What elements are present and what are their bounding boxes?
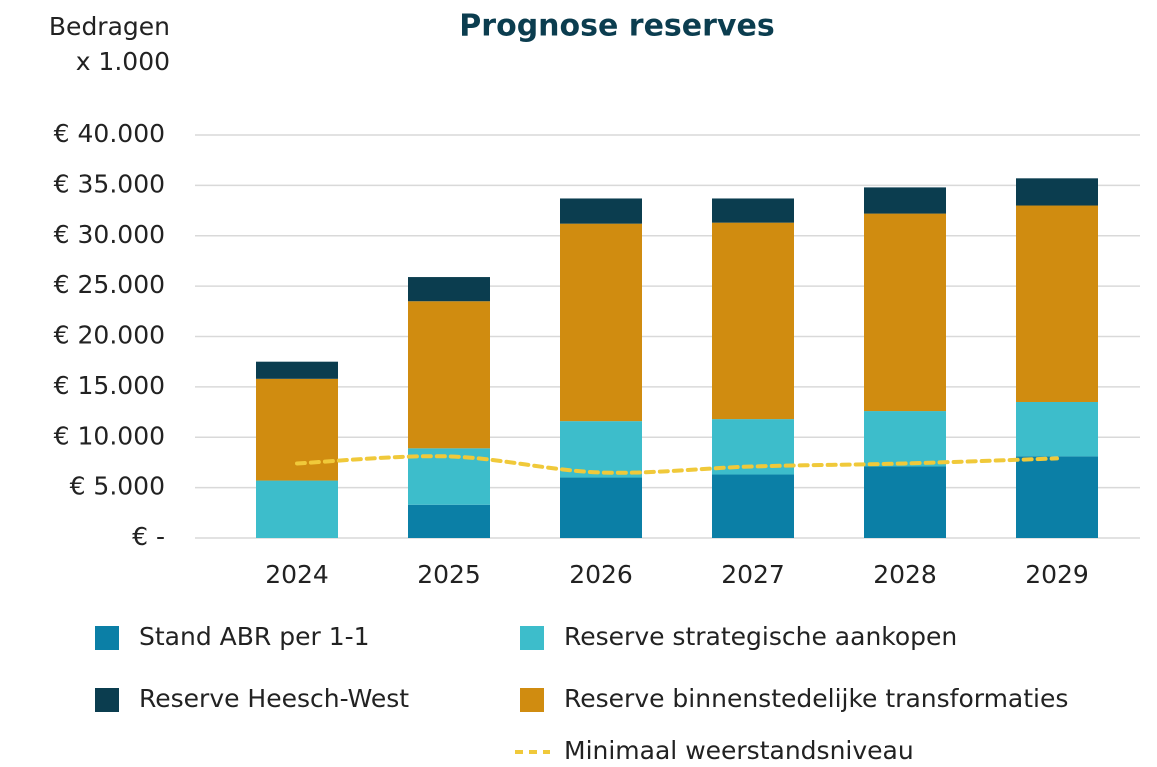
bar-segment [560,477,642,538]
bar-segment [712,474,794,538]
line-series [295,454,1059,475]
bar-segment [864,466,946,538]
y-tick-label: € 5.000 [70,472,165,501]
x-tick-label: 2027 [721,560,785,589]
legend-label: Reserve strategische aankopen [564,622,957,651]
y-tick-label: € 20.000 [54,321,165,350]
y-tick-label: € 10.000 [54,421,165,450]
bar-segment [864,411,946,467]
bar-segment [864,213,946,412]
legend-label: Stand ABR per 1-1 [139,622,370,651]
bar-segment [1016,178,1098,206]
bar-segment [560,198,642,224]
y-axis-label: x 1.000 [76,47,170,76]
legend-label: Reserve binnenstedelijke transformaties [564,684,1068,713]
bar-segment [1016,401,1098,457]
x-tick-label: 2028 [873,560,937,589]
x-tick-label: 2024 [265,560,329,589]
bar-segment [1016,205,1098,402]
legend-swatch [520,688,544,712]
bar-segment [408,301,490,449]
bar-segment [560,421,642,478]
bar-segment [1016,456,1098,538]
bar-segment [864,187,946,214]
x-tick-label: 2025 [417,560,481,589]
bar-segment [408,504,490,538]
bar-segment [712,222,794,420]
x-tick-label: 2029 [1025,560,1089,589]
y-tick-label: € 15.000 [54,371,165,400]
legend-swatch [520,626,544,650]
bar-segment [256,361,338,379]
legend-label: Reserve Heesch-West [139,684,409,713]
bar-segment [408,277,490,302]
y-tick-label: € 30.000 [54,220,165,249]
y-tick-label: € 35.000 [54,169,165,198]
chart-title: Prognose reserves [459,9,774,44]
y-axis-label: Bedragen [49,12,170,41]
bar-segment [712,198,794,223]
bar-segment [256,480,338,538]
legend-label: Minimaal weerstandsniveau [564,736,914,765]
legend-swatch [95,688,119,712]
y-tick-label: € 40.000 [54,119,165,148]
bar-segment [560,223,642,422]
legend-swatch [95,626,119,650]
y-tick-label: € 25.000 [54,270,165,299]
y-tick-label: € - [132,522,165,551]
x-tick-label: 2026 [569,560,633,589]
